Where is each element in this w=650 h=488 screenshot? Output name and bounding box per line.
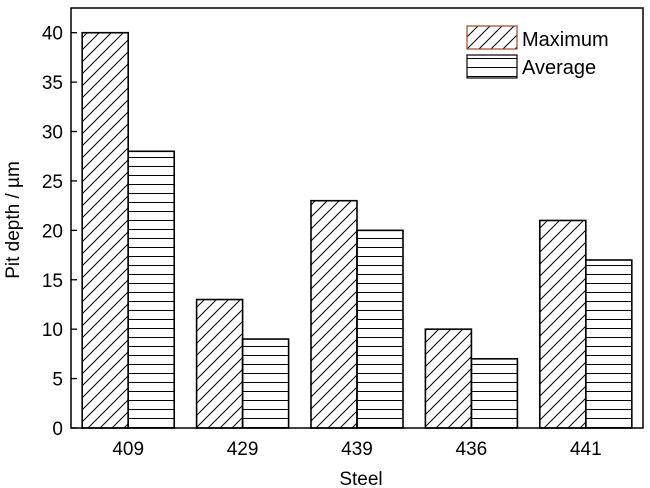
- y-tick-label: 35: [42, 73, 63, 94]
- y-tick-label: 0: [52, 419, 63, 440]
- y-tick-label: 25: [42, 172, 63, 193]
- y-tick-label: 40: [42, 24, 63, 45]
- bar-maximum-409: [81, 31, 129, 429]
- x-axis-title: Steel: [339, 469, 382, 488]
- bar-maximum-429: [195, 298, 244, 429]
- bar-average-409: [127, 150, 175, 429]
- x-tick-label: 429: [227, 439, 259, 460]
- y-axis-title: Pit depth / µm: [3, 161, 24, 279]
- x-tick-label: 441: [570, 439, 602, 460]
- legend-label-average: Average: [522, 57, 596, 79]
- bar-average-441: [584, 259, 633, 429]
- legend-swatch-maximum: [466, 25, 518, 50]
- legend-item-maximum: Maximum: [466, 25, 609, 51]
- y-tick-label: 15: [42, 271, 63, 292]
- bar-maximum-439: [310, 199, 358, 429]
- bar-average-439: [356, 229, 404, 429]
- legend-swatch-maximum-highlight: [466, 25, 518, 50]
- x-tick-label: 436: [456, 439, 488, 460]
- legend: Maximum Average: [466, 25, 609, 79]
- x-tick-label: 439: [341, 439, 373, 460]
- axes: [70, 7, 644, 429]
- legend-item-average: Average: [466, 54, 596, 79]
- tick-labels: 0 5 10 15 20 25 30 35 40 409 429 439 436 441: [42, 24, 602, 460]
- y-tick-label: 10: [42, 320, 63, 341]
- x-tick-label: 409: [112, 439, 144, 460]
- legend-label-maximum: Maximum: [522, 29, 609, 51]
- bar-average-429: [241, 338, 290, 429]
- bar-maximum-436: [424, 328, 473, 429]
- bars: [81, 31, 633, 429]
- bar-average-436: [470, 358, 519, 429]
- legend-swatch-average: [466, 54, 518, 79]
- bar-maximum-441: [538, 219, 587, 429]
- y-tick-label: 20: [42, 221, 63, 242]
- y-tick-label: 30: [42, 123, 63, 144]
- y-tick-label: 5: [52, 370, 63, 391]
